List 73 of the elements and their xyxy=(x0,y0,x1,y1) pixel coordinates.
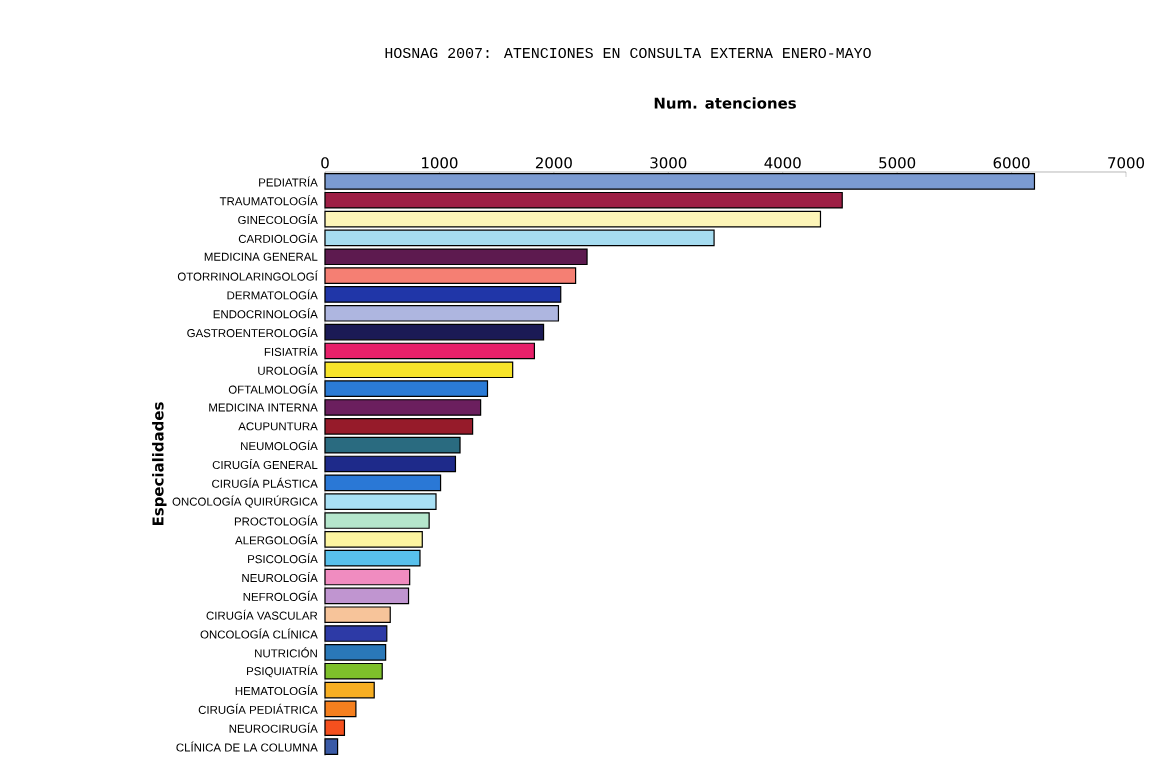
y-tick-label: PSIQUIATRÍA xyxy=(247,665,318,678)
x-tick-label: 2000 xyxy=(535,157,572,169)
y-tick-label: OTORRINOLARINGOLOGÍ xyxy=(177,270,318,281)
y-tick-label: MEDICINA INTERNA xyxy=(209,403,318,412)
bar xyxy=(324,681,375,699)
bar xyxy=(324,644,387,661)
y-tick-label: NEUROLOGÍA xyxy=(242,572,318,583)
y-tick-label: CIRUGÍA PLÁSTICA xyxy=(212,477,318,488)
chart-title: HOSNAG 2007: ATENCIONES EN CONSULTA EXTERNA ENERO-MAYO xyxy=(385,47,871,59)
y-tick-label: PEDIATRÍA xyxy=(259,176,318,187)
y-tick-label: OFTALMOLOGÍA xyxy=(228,383,318,394)
bar xyxy=(324,417,474,435)
bar xyxy=(324,399,482,416)
bar xyxy=(324,512,430,529)
y-tick-label: GASTROENTEROLOGÍA xyxy=(187,327,318,338)
y-tick-label: ONCOLOGÍA CLÍNICA xyxy=(200,628,318,639)
bar xyxy=(324,342,536,360)
bar xyxy=(324,455,457,473)
y-axis-title: Especialidades xyxy=(152,402,167,525)
bar xyxy=(324,436,461,454)
bar xyxy=(324,210,822,228)
bar xyxy=(324,738,339,755)
y-tick-label: PROCTOLOGÍA xyxy=(234,515,318,526)
bar xyxy=(324,719,346,737)
x-tick-label: 3000 xyxy=(650,157,687,169)
bar xyxy=(324,248,588,266)
x-tick-label: 7000 xyxy=(1108,157,1145,169)
x-tick-label: 5000 xyxy=(879,157,916,169)
x-tick-label: 0 xyxy=(321,157,329,169)
y-tick-label: ONCOLOGÍA QUIRÚRGICA xyxy=(172,495,318,508)
x-tick-label: 6000 xyxy=(993,157,1030,169)
bar xyxy=(324,606,391,624)
bar xyxy=(324,587,410,605)
bar xyxy=(324,549,421,567)
y-tick-label: ALERGOLOGÍA xyxy=(235,534,318,545)
bar xyxy=(324,662,383,680)
y-tick-label: HEMATOLOGÍA xyxy=(235,685,318,696)
bar xyxy=(324,267,577,284)
bar xyxy=(324,474,442,492)
y-tick-label: TRAUMATOLOGÍA xyxy=(219,195,318,206)
bar xyxy=(324,700,357,718)
x-tick-label: 4000 xyxy=(764,157,801,169)
x-tick-label: 1000 xyxy=(422,157,458,169)
y-tick-label: NUTRICIÓN xyxy=(255,647,317,658)
bar xyxy=(324,568,411,586)
y-tick-label: CIRUGÍA VASCULAR xyxy=(206,609,318,620)
y-tick-label: GINECOLOGÍA xyxy=(238,214,318,225)
bar xyxy=(324,286,562,303)
bar xyxy=(324,229,715,247)
y-tick-label: PSICOLOGÍA xyxy=(248,553,318,564)
x-axis-title: Num. atenciones xyxy=(654,97,796,109)
bar xyxy=(324,173,1036,190)
bar xyxy=(324,493,437,510)
bar xyxy=(324,380,489,397)
y-tick-label: CIRUGÍA GENERAL xyxy=(212,458,318,470)
y-tick-label: ACUPUNTURA xyxy=(238,422,318,431)
bar xyxy=(324,304,560,322)
y-tick-label: NEUROCIRUGÍA xyxy=(229,722,318,733)
bar xyxy=(324,323,545,341)
y-tick-label: FISIATRÍA xyxy=(264,345,318,356)
y-tick-label: UROLOGÍA xyxy=(258,364,318,375)
bar xyxy=(324,531,423,548)
y-tick-label: MEDICINA GENERAL xyxy=(204,252,318,261)
y-tick-label: DERMATOLOGÍA xyxy=(227,289,318,300)
y-tick-label: NEFROLOGÍA xyxy=(243,590,318,601)
bar xyxy=(324,191,843,209)
y-tick-label: CARDIOLOGÍA xyxy=(238,232,318,243)
y-tick-label: NEUMOLOGÍA xyxy=(241,440,318,451)
bar xyxy=(324,361,514,379)
y-tick-label: CLÍNICA DE LA COLUMNA xyxy=(176,741,318,752)
y-tick-label: ENDOCRINOLOGÍA xyxy=(213,308,318,319)
y-tick-label: CIRUGÍA PEDIÁTRICA xyxy=(198,703,318,714)
bar xyxy=(324,625,388,642)
